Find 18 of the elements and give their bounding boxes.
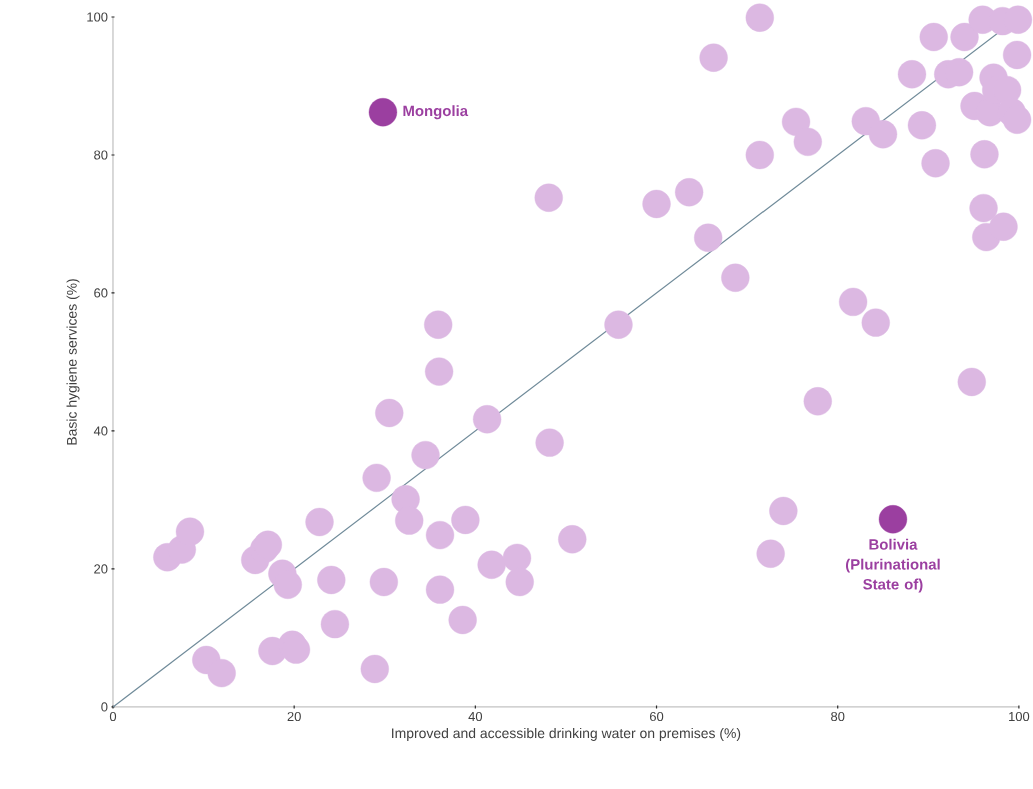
x-axis-title: Improved and accessible drinking water on premises (%)	[392, 727, 741, 741]
y-tick-label: 0	[101, 702, 108, 712]
y-tick-label: 20	[94, 564, 108, 574]
x-tick-label: 80	[831, 711, 845, 722]
y-axis-title: Basic hygiene services (%)	[66, 279, 80, 445]
x-tick-label: 20	[287, 711, 301, 722]
x-tick-label: 0	[109, 711, 117, 722]
y-tick-label: 80	[94, 150, 108, 160]
x-tick-label: 60	[649, 711, 664, 722]
annotation: Bolivia (Plurinational State of)	[845, 538, 940, 593]
y-tick-label: 60	[94, 288, 108, 298]
y-tick-label: 100	[87, 12, 108, 22]
point	[878, 505, 908, 534]
point	[368, 98, 398, 127]
x-tick-label: 100	[1009, 711, 1030, 722]
x-tick-label: 40	[468, 711, 483, 722]
annotation: Mongolia	[403, 105, 469, 120]
y-tick-label: 40	[93, 426, 108, 436]
